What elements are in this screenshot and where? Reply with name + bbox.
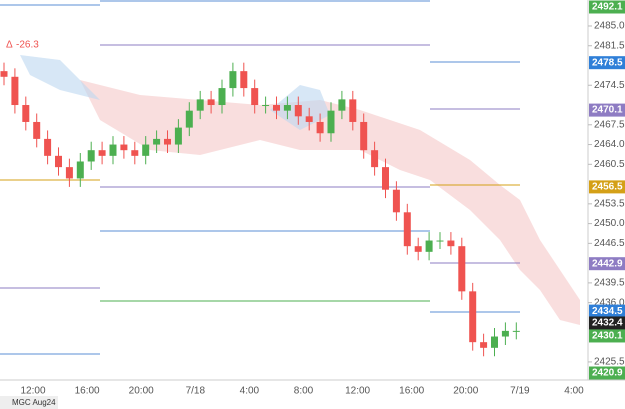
x-tick-label: 20:00 [129,386,154,397]
candle-body [240,71,248,89]
candle-body [109,144,117,156]
candle-body [371,150,379,168]
candle-body [0,71,8,77]
price-label: 2478.5 [592,57,623,68]
candle-body [458,246,466,292]
y-tick-label: 2460.5 [594,159,625,170]
price-label-box [589,366,625,380]
price-label: 2420.9 [592,368,623,379]
y-tick-label: 2453.5 [594,198,625,209]
price-label-box [589,0,625,14]
y-tick-label: 2436.0 [594,297,625,308]
delta-value: -26.3 [16,40,39,51]
candle-body [512,330,520,332]
candle-body [491,336,498,348]
candle-body [87,150,95,162]
y-tick-label: 2450.0 [594,218,625,229]
price-label: 2434.5 [592,306,623,317]
y-tick-label: 2467.5 [594,119,625,130]
price-label-box [589,329,625,343]
candle-body [447,240,455,247]
x-tick-label: 7/19 [510,386,530,397]
y-tick-label: 2481.5 [594,40,625,51]
candle-body [76,161,84,179]
candle-body [55,155,62,168]
candle-body [338,99,346,111]
candle-body [480,342,488,348]
candle-body [251,88,259,106]
price-label-box [589,257,625,271]
cloud-blue [20,55,100,100]
symbol-tag[interactable] [0,396,58,409]
candle-body [316,121,324,134]
candle-body [403,212,411,247]
x-tick-label: 16:00 [75,386,100,397]
price-label-box [589,103,625,117]
candle-body [164,138,171,145]
candle-body [174,127,182,145]
price-label-box [589,304,625,318]
symbol-label: MGC Aug24 [12,398,56,407]
candle-body [414,246,422,252]
x-tick-label: 4:00 [564,386,584,397]
price-label: 2442.9 [592,258,623,269]
candle-body [283,105,291,111]
candle-body [294,105,302,117]
x-tick-label: 16:00 [399,386,424,397]
candle-body [360,121,368,151]
candle-body [142,144,150,156]
price-label-box [589,180,625,194]
candle-body [262,105,270,107]
candle-body [185,110,193,128]
candle-body [120,144,128,151]
price-label-box [589,316,625,330]
candle-body [207,99,215,106]
candle-body [469,291,477,343]
y-tick-label: 2446.5 [594,238,625,249]
candle-body [305,116,313,122]
y-tick-label: 2425.5 [594,357,625,368]
price-label: 2470.1 [592,105,623,116]
y-tick-label: 2464.0 [594,139,625,150]
candle-body [349,99,357,122]
price-label: 2432.4 [592,318,623,329]
price-label: 2430.1 [592,331,623,342]
candle-body [33,121,41,139]
price-label: 2456.5 [592,182,623,193]
candle-body [131,150,139,156]
candle-body [382,167,389,190]
candle-body [501,330,509,337]
candle-body [65,167,73,179]
y-tick-label: 2474.5 [594,80,625,91]
candle-body [392,189,400,213]
candle-body [196,99,204,111]
candle-body [44,138,52,156]
candle-body [436,240,444,242]
candle-body [327,110,335,134]
candle-body [425,240,433,252]
price-label: 2492.1 [592,2,623,13]
x-tick-label: 4:00 [240,386,260,397]
x-tick-label: 12:00 [20,386,45,397]
candle-body [11,76,19,106]
candle-body [98,150,106,156]
x-tick-label: 20:00 [453,386,478,397]
candle-body [218,88,226,106]
x-tick-label: 8:00 [294,386,314,397]
x-tick-label: 7/18 [186,386,206,397]
candle-body [22,105,30,122]
y-tick-label: 2439.5 [594,278,625,289]
cloud [80,80,580,325]
candle-body [273,105,280,111]
x-tick-label: 12:00 [345,386,370,397]
candle-body [153,138,161,145]
delta-symbol: Δ [6,40,13,51]
price-label-box [589,56,625,70]
y-tick-label: 2485.0 [594,21,625,32]
candle-body [229,71,237,89]
